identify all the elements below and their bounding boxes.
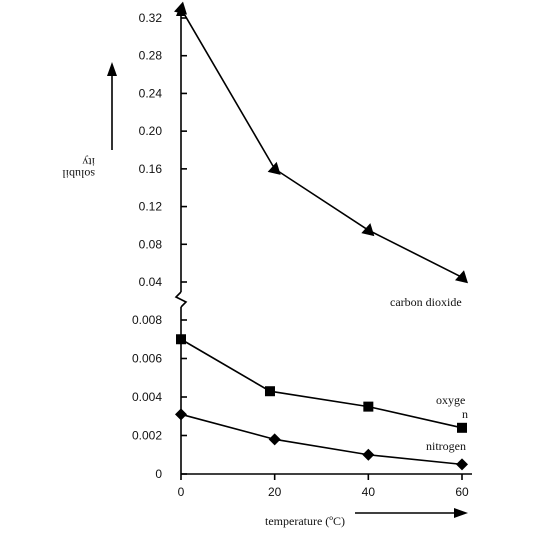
- series-0-point: [174, 1, 187, 15]
- x-tick-label: 0: [178, 485, 185, 499]
- ylabel-group: solubil ity: [62, 155, 95, 181]
- series-1-point: [457, 422, 467, 433]
- series-0-point: [455, 270, 468, 284]
- series-line-2: [180, 413, 463, 466]
- series-label-nitrogen: nitrogen: [426, 439, 466, 453]
- series-line-0: [180, 8, 463, 279]
- y-tick-label: 0.002: [132, 429, 162, 443]
- series-line-1: [180, 338, 463, 429]
- series-2-point: [456, 458, 468, 471]
- y-tick-label: 0.16: [139, 162, 163, 176]
- series-label-oxygen-line2: n: [462, 407, 468, 421]
- x-tick-label: 60: [455, 485, 469, 499]
- x-tick-label: 40: [362, 485, 376, 499]
- y-ticks-lower: 0 0.002 0.004 0.006 0.008: [132, 313, 187, 481]
- y-tick-label: 0.20: [139, 124, 163, 138]
- ylabel-arrowhead: [107, 62, 117, 76]
- y-ticks-upper: 0.04 0.08 0.12 0.16 0.20 0.24 0.28 0.32: [139, 11, 187, 289]
- series-layer: [174, 1, 468, 471]
- y-tick-label: 0.28: [139, 49, 163, 63]
- y-tick-label: 0.008: [132, 313, 162, 327]
- series-label-carbon-dioxide: carbon dioxide: [390, 295, 462, 309]
- y-tick-label: 0.004: [132, 390, 162, 404]
- series-1-point: [264, 386, 275, 397]
- y-tick-label: 0.006: [132, 352, 162, 366]
- ylabel-line1: solubil: [62, 167, 95, 181]
- y-axis-break: [174, 291, 188, 308]
- y-tick-label: 0: [155, 467, 162, 481]
- y-tick-label: 0.32: [139, 11, 163, 25]
- series-0-point: [361, 223, 375, 237]
- xlabel: temperature (ºC): [265, 514, 345, 528]
- series-2-point: [268, 433, 281, 446]
- series-1-point: [363, 401, 374, 412]
- y-tick-label: 0.12: [139, 200, 163, 214]
- series-label-oxygen-line1: oxyge: [436, 393, 465, 407]
- series-1-point: [176, 334, 186, 345]
- y-tick-label: 0.08: [139, 237, 163, 251]
- ylabel-line2: ity: [82, 155, 95, 169]
- y-tick-label: 0.24: [139, 86, 163, 100]
- x-ticks: 0 20 40 60: [178, 474, 469, 499]
- y-tick-label: 0.04: [139, 275, 163, 289]
- series-0-point: [267, 161, 281, 175]
- x-tick-label: 20: [268, 485, 282, 499]
- series-2-point: [175, 408, 187, 421]
- series-2-point: [362, 448, 375, 461]
- xlabel-arrowhead: [454, 508, 468, 518]
